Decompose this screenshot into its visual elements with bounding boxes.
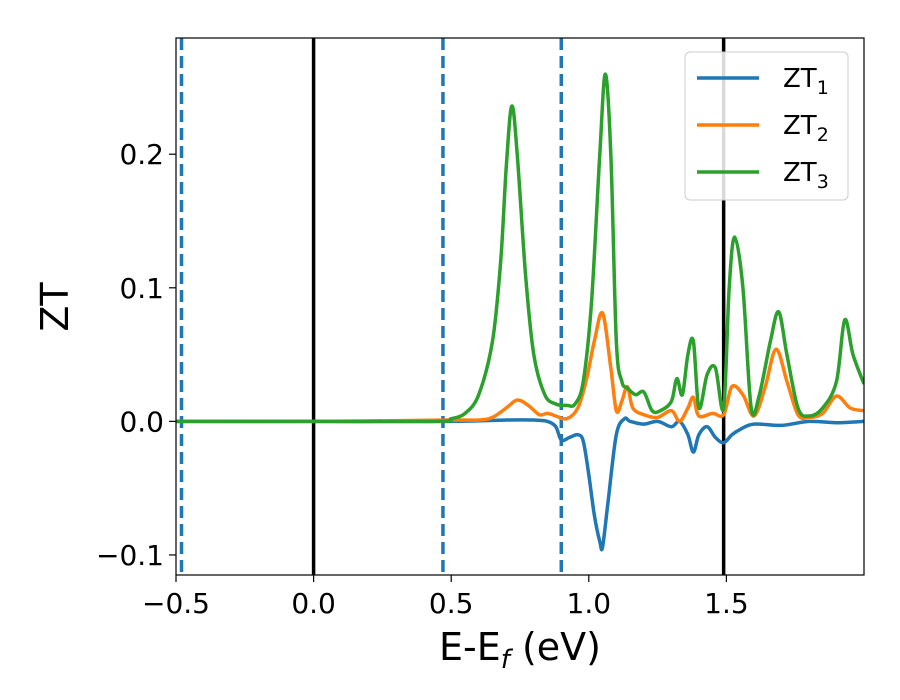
plot-frame xyxy=(175,37,865,576)
series-line-3 xyxy=(176,72,864,424)
y-tick-label-3: 0.2 xyxy=(119,138,164,171)
x-tick-label-4: 1.5 xyxy=(704,587,749,620)
legend-label-1: ZT1 xyxy=(783,64,829,99)
x-axis: −0.5 0.0 0.5 1.0 1.5 xyxy=(142,575,749,620)
x-axis-label: E-Ef (eV) xyxy=(439,625,601,675)
x-tick-label-0: −0.5 xyxy=(142,587,210,620)
y-axis-label: ZT xyxy=(33,282,77,332)
x-tick-label-1: 0.0 xyxy=(291,587,336,620)
x-axis-label-base: E-E xyxy=(439,625,501,669)
legend-label-sub-1: 1 xyxy=(817,77,829,99)
y-axis: −0.1 0.0 0.1 0.2 xyxy=(96,138,176,572)
legend-box xyxy=(684,51,849,201)
legend-label-base-1: ZT xyxy=(783,64,817,94)
y-tick-label-1: 0.0 xyxy=(119,405,164,438)
x-tick-label-2: 0.5 xyxy=(429,587,474,620)
x-tick-label-3: 1.0 xyxy=(567,587,612,620)
legend-label-3: ZT3 xyxy=(783,158,829,193)
legend-label-sub-3: 3 xyxy=(817,171,829,193)
series-lines xyxy=(176,72,864,552)
x-axis-label-rest: (eV) xyxy=(510,625,601,669)
y-tick-label-2: 0.1 xyxy=(119,272,164,305)
legend-label-base-3: ZT xyxy=(783,158,817,188)
legend-label-sub-2: 2 xyxy=(817,124,829,146)
legend-label-2: ZT2 xyxy=(783,111,829,146)
series-line-2 xyxy=(176,310,864,424)
y-tick-label-0: −0.1 xyxy=(96,539,164,572)
series-line-1 xyxy=(176,416,864,552)
legend-label-base-2: ZT xyxy=(783,111,817,141)
